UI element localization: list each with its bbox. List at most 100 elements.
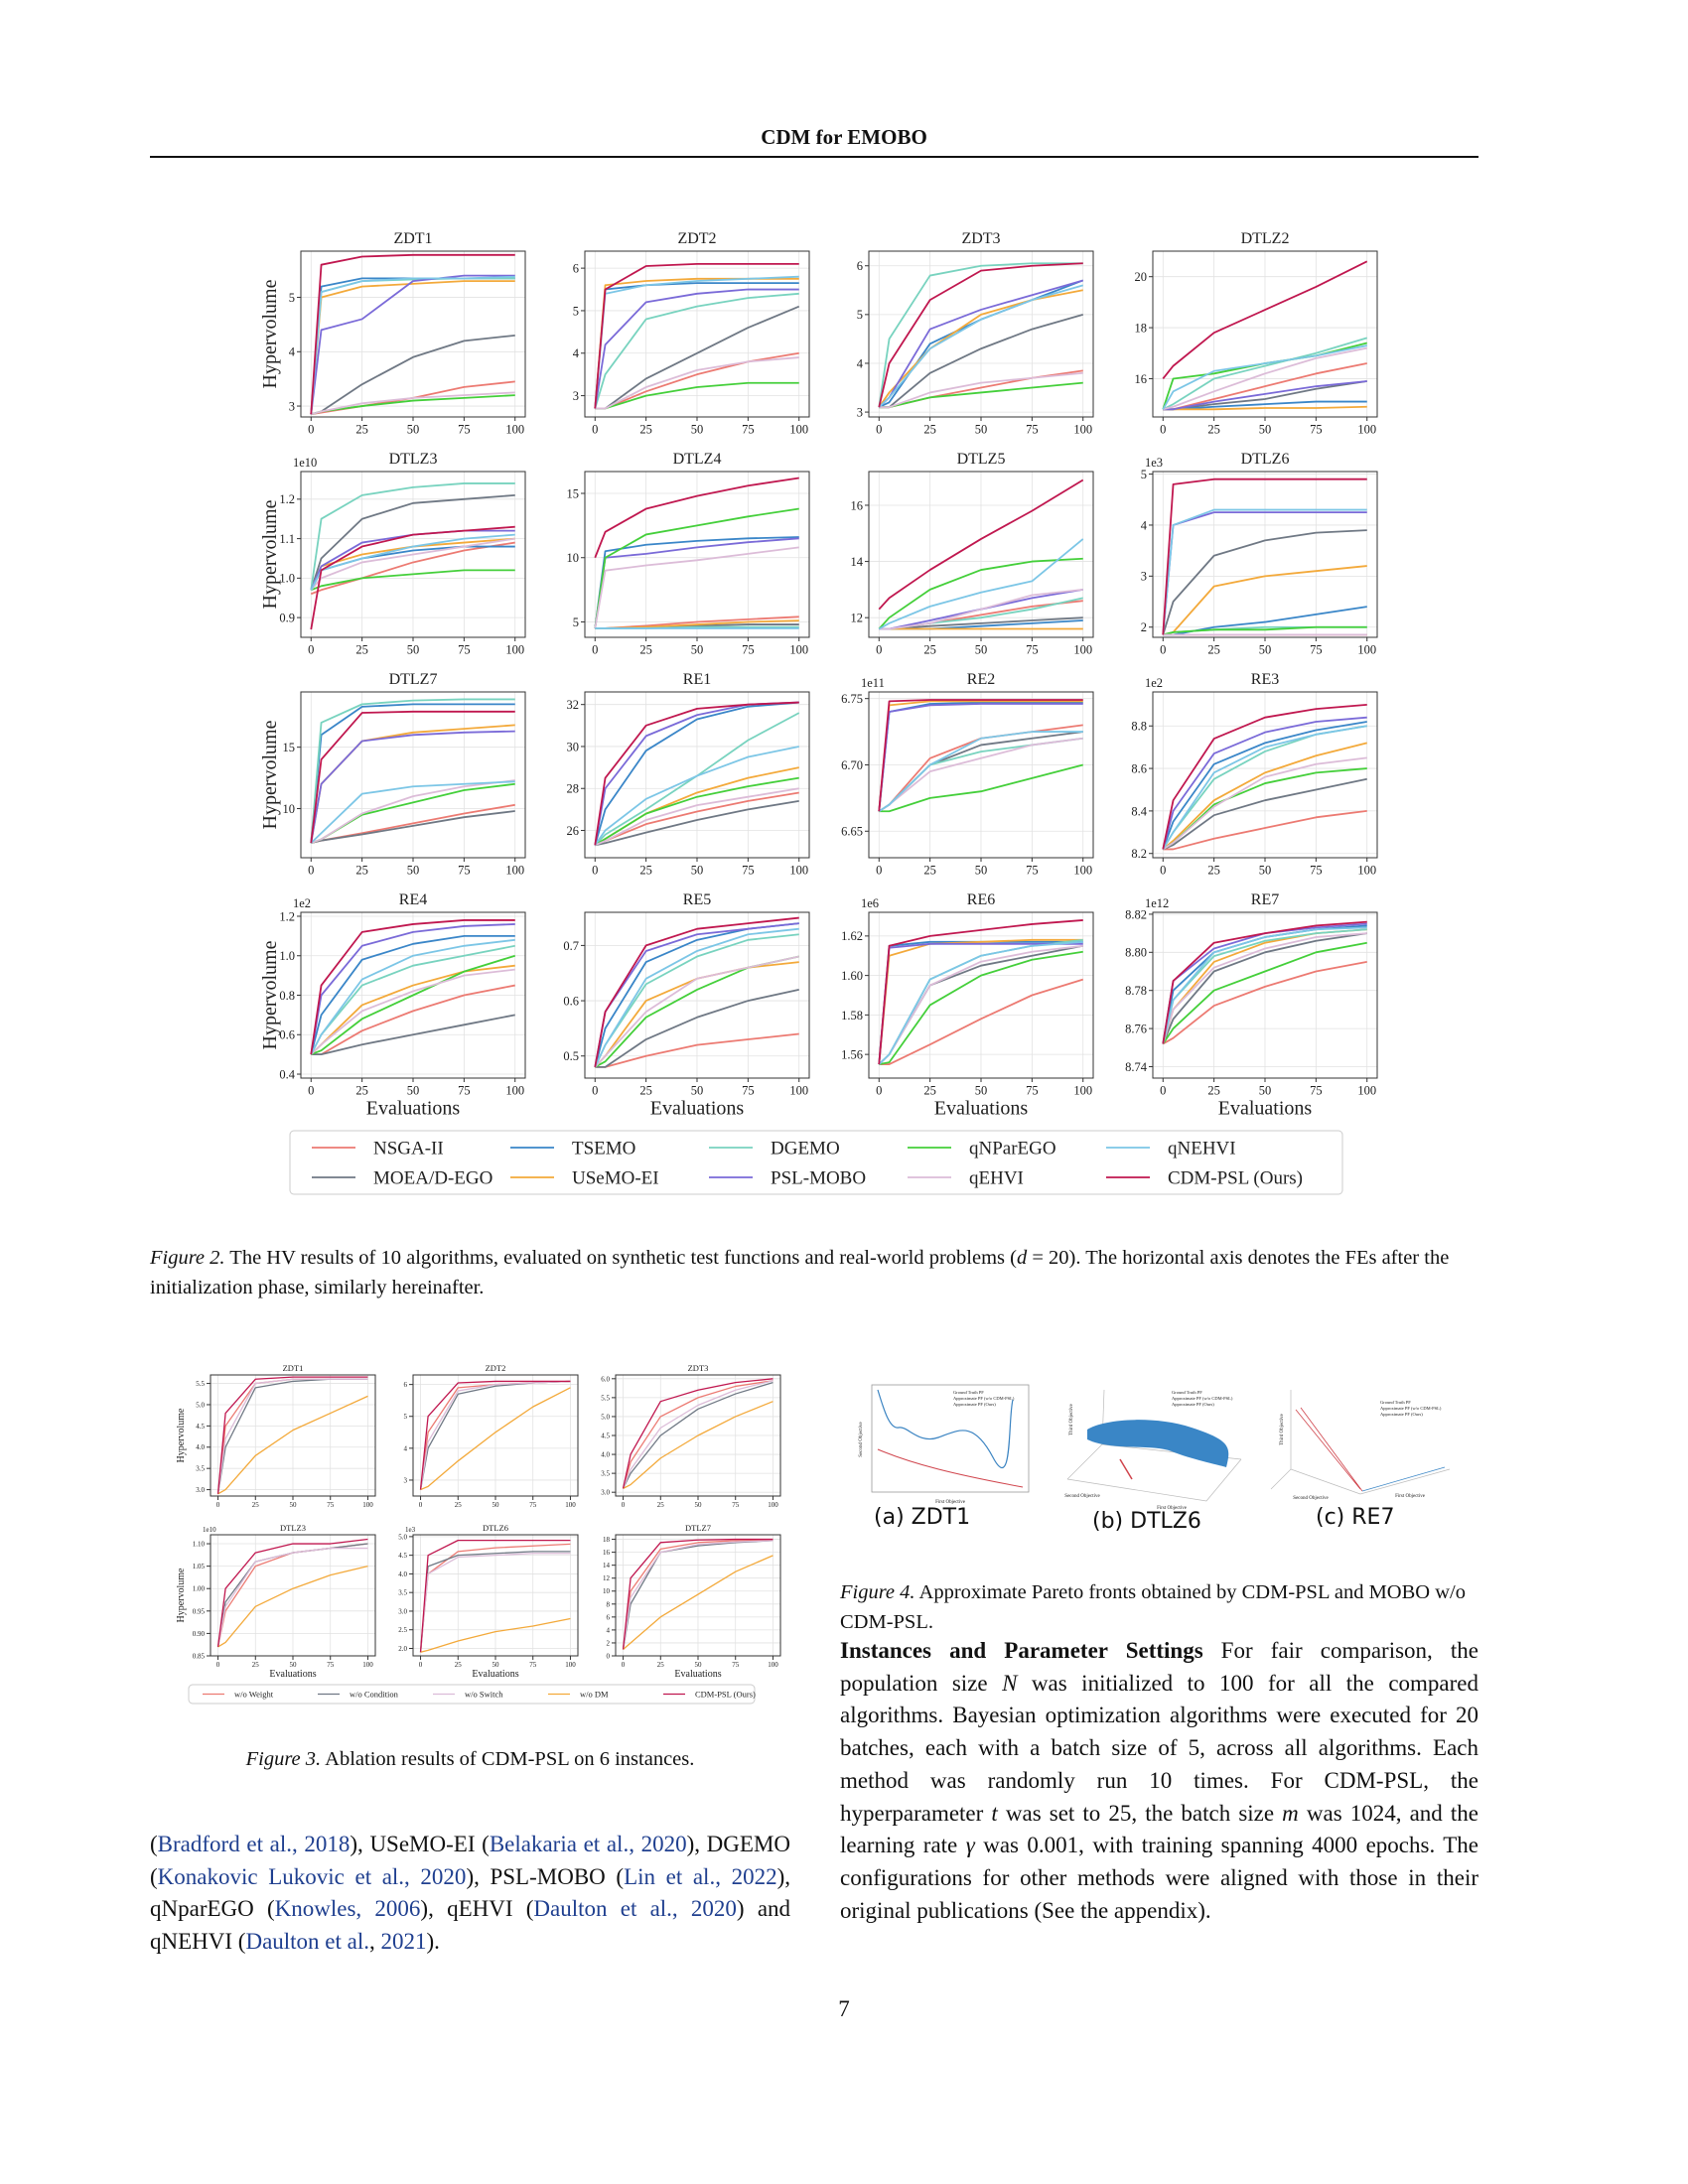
x-tick-label: 100 [1073, 423, 1092, 437]
citation[interactable]: Daulton et al., 2020 [533, 1896, 737, 1922]
plot-frame [868, 250, 1094, 418]
x-tick-label: 50 [975, 643, 988, 657]
text-run: ), qNparEGO ( [150, 1863, 790, 1922]
series-line [310, 541, 515, 596]
pf-axis-label: First Objective [1395, 1494, 1426, 1499]
legend-label: MOEA/D-EGO [373, 1168, 492, 1189]
plot-frame [584, 911, 810, 1079]
citation[interactable]: Knowles, 2006 [274, 1896, 421, 1922]
x-tick-label: 50 [290, 1501, 298, 1509]
caption-label: Figure 2. [150, 1247, 225, 1269]
series-line [217, 1395, 368, 1495]
series-line [594, 546, 799, 629]
x-tick-label: 25 [1207, 423, 1220, 437]
series-line [1162, 716, 1367, 850]
plot-frame [412, 1534, 579, 1657]
series-line [878, 262, 1083, 408]
x-tick-label: 100 [505, 864, 524, 878]
figure-3-caption: Figure 3. Ablation results of CDM-PSL on… [150, 1744, 790, 1774]
series-line [879, 588, 1083, 630]
citation[interactable]: Belakaria et al., 2020 [489, 1832, 687, 1856]
plot-frame [868, 471, 1094, 638]
y-tick-label: 4.0 [196, 1443, 205, 1451]
series-line [310, 934, 515, 1055]
series-line [310, 938, 515, 1055]
x-tick-label: 75 [458, 643, 471, 657]
series-line [623, 1401, 774, 1489]
series-line [311, 391, 515, 416]
x-tick-label: 50 [407, 423, 420, 437]
pf-axis-label: Third Objective [1069, 1403, 1074, 1435]
citation[interactable]: Konakovic Lukovic et al., 2020 [157, 1863, 467, 1889]
pf-curve [1119, 1458, 1133, 1480]
series-line [1163, 380, 1367, 411]
x-tick-label: 50 [407, 864, 420, 878]
x-tick-label: 25 [639, 423, 652, 437]
citation[interactable]: Bradford et al., 2018 [157, 1832, 351, 1856]
y-tick-label: 6.75 [841, 692, 863, 706]
x-tick-label: 75 [529, 1501, 537, 1509]
x-tick-label: 25 [657, 1501, 665, 1509]
plot-frame [300, 471, 526, 638]
series-line [879, 371, 1083, 409]
panel-title: ZDT1 [283, 1363, 304, 1373]
text-run: ) and qNEHVI ( [150, 1896, 791, 1955]
plot-frame [1152, 250, 1378, 418]
plot-frame [1152, 691, 1378, 859]
y-tick-label: 16 [603, 1549, 611, 1557]
series-line [878, 919, 1083, 1065]
panel-title: DTLZ4 [673, 451, 722, 468]
y-tick-label: 2.0 [398, 1645, 407, 1653]
panel-title: ZDT3 [688, 1363, 709, 1373]
plot-frame [300, 250, 526, 418]
series-line [878, 940, 1083, 1065]
x-tick-label: 100 [565, 1661, 576, 1669]
y-tick-label: 18 [603, 1536, 611, 1544]
citation[interactable]: Lin et al., 2022 [624, 1863, 777, 1889]
series-line [310, 779, 515, 845]
x-tick-label: 75 [529, 1661, 537, 1669]
math: γ [965, 1833, 975, 1858]
series-line [311, 810, 515, 845]
x-tick-label: 0 [308, 643, 314, 657]
pf-axes [1270, 1390, 1451, 1495]
plot-frame [210, 1534, 376, 1657]
citation[interactable]: 2021 [380, 1929, 427, 1955]
y-tick-label: 1.00 [193, 1585, 206, 1593]
pf-legend: Ground Truth PF [1172, 1390, 1202, 1395]
y-tick-label: 3.5 [601, 1470, 610, 1478]
panel-title: ZDT1 [393, 230, 432, 247]
header-rule [150, 156, 1478, 158]
pf-surface [1087, 1420, 1229, 1467]
series-line [310, 275, 515, 415]
x-tick-label: 0 [308, 1084, 314, 1098]
x-tick-label: 75 [1310, 423, 1323, 437]
series-line [594, 787, 799, 847]
y-tick-label: 0.7 [563, 939, 579, 953]
text-run: For fair comparison, the population size [840, 1638, 1478, 1696]
y-tick-label: 0.6 [563, 994, 579, 1008]
plot-frame [584, 250, 810, 418]
series-line [1162, 508, 1367, 635]
y-tick-label: 8.76 [1125, 1022, 1147, 1035]
x-tick-label: 75 [742, 423, 755, 437]
x-tick-label: 25 [639, 864, 652, 878]
x-tick-label: 50 [407, 1084, 420, 1098]
x-tick-label: 25 [657, 1661, 665, 1669]
x-tick-label: 0 [216, 1661, 220, 1669]
series-line [310, 482, 515, 591]
y-tick-label: 18 [1135, 321, 1148, 335]
series-line [310, 493, 515, 591]
series-line [310, 698, 515, 844]
x-tick-label: 100 [789, 643, 808, 657]
y-axis-label: Hypervolume [259, 940, 281, 1049]
series-line [1162, 703, 1367, 850]
y-tick-label: 3.0 [196, 1486, 205, 1494]
x-tick-label: 50 [975, 423, 988, 437]
x-tick-label: 0 [1160, 864, 1166, 878]
citation[interactable]: Daulton et al. [245, 1929, 369, 1955]
x-tick-label: 0 [1160, 423, 1166, 437]
x-axis-label: Evaluations [366, 1098, 461, 1120]
x-tick-label: 50 [1259, 1084, 1272, 1098]
running-header: CDM for EMOBO [761, 125, 927, 149]
